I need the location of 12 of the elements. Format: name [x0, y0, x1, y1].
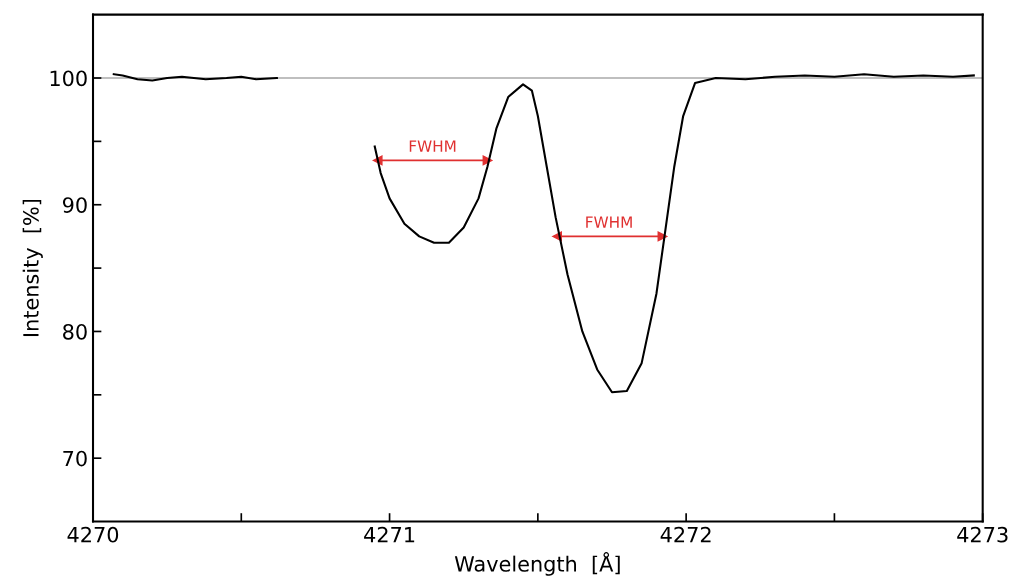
x-tick-label: 4270: [67, 526, 119, 543]
annotation: FWHM: [409, 140, 456, 152]
x-tick-label: 4273: [957, 526, 1008, 543]
x-axis-title: Wavelength [Å]: [454, 552, 620, 576]
y-tick-label: 70: [63, 450, 87, 467]
x-tick-label: 4271: [364, 526, 415, 543]
y-axis-title: Intensity [%]: [22, 199, 43, 337]
annotation: FWHM: [586, 216, 632, 228]
x-tick-label: 4272: [660, 526, 711, 543]
y-tick-label: 90: [62, 197, 87, 213]
y-tick-label: 80: [63, 323, 87, 340]
y-tick-label: 100: [50, 70, 87, 87]
